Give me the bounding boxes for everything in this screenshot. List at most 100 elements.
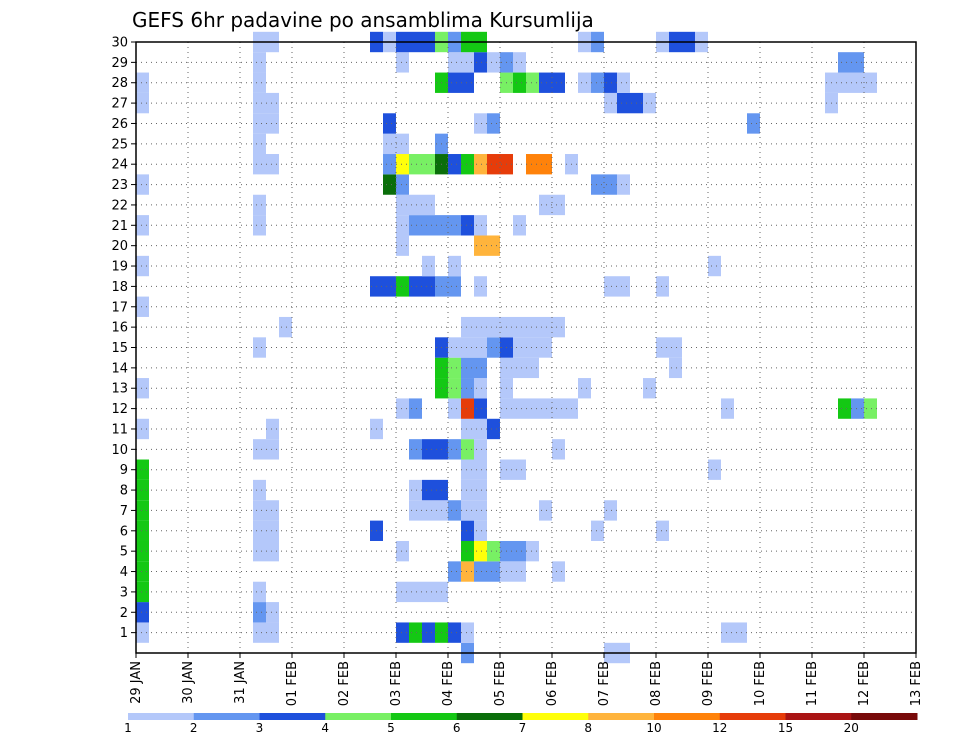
heatmap-cell bbox=[266, 602, 279, 623]
y-tick-label: 2 bbox=[120, 606, 128, 621]
heatmap-cell bbox=[461, 72, 474, 93]
heatmap-cell bbox=[708, 255, 721, 277]
heatmap-cell bbox=[513, 459, 526, 480]
colorbar-swatch bbox=[259, 713, 326, 720]
heatmap-cell bbox=[448, 337, 461, 358]
heatmap-cell bbox=[474, 52, 487, 73]
heatmap-cell bbox=[474, 378, 487, 399]
y-tick-label: 11 bbox=[111, 422, 128, 437]
heatmap-cell bbox=[136, 602, 149, 623]
heatmap-cell bbox=[136, 255, 149, 277]
y-tick-label: 9 bbox=[120, 463, 128, 478]
heatmap-cell bbox=[617, 72, 630, 93]
heatmap-cell bbox=[253, 113, 266, 134]
heatmap-cell bbox=[409, 276, 422, 297]
heatmap-cell bbox=[383, 113, 396, 134]
heatmap-cell bbox=[461, 316, 474, 338]
heatmap-cell bbox=[136, 296, 149, 317]
heatmap-cell bbox=[396, 235, 409, 256]
x-tick-label: 03 FEB bbox=[389, 661, 404, 706]
heatmap-cell bbox=[513, 72, 526, 93]
heatmap-cell bbox=[643, 378, 656, 399]
x-tick-label: 11 FEB bbox=[805, 661, 820, 706]
heatmap-cell bbox=[448, 561, 461, 582]
heatmap-cell bbox=[513, 540, 526, 562]
heatmap-cell bbox=[487, 113, 500, 134]
heatmap-cell bbox=[474, 276, 487, 297]
colorbar-label: 8 bbox=[584, 721, 592, 735]
y-tick-label: 20 bbox=[111, 239, 128, 254]
heatmap-cell bbox=[513, 52, 526, 73]
heatmap-cell bbox=[448, 439, 461, 460]
x-tick-label: 09 FEB bbox=[701, 661, 716, 706]
colorbar-label: 20 bbox=[844, 721, 859, 735]
y-tick-label: 8 bbox=[120, 484, 128, 499]
heatmap-cell bbox=[422, 215, 435, 236]
x-tick-label: 06 FEB bbox=[545, 661, 560, 706]
colorbar-swatch bbox=[654, 713, 721, 720]
heatmap-cell bbox=[409, 439, 422, 460]
heatmap-cell bbox=[396, 133, 409, 155]
colorbar-label: 10 bbox=[646, 721, 661, 735]
colorbar-label: 12 bbox=[712, 721, 727, 735]
y-tick-label: 18 bbox=[111, 280, 128, 295]
heatmap-cell bbox=[422, 194, 435, 216]
x-tick-label: 10 FEB bbox=[753, 661, 768, 706]
heatmap-cell bbox=[513, 337, 526, 358]
heatmap-cell bbox=[253, 52, 266, 73]
heatmap-cell bbox=[734, 622, 747, 643]
y-tick-label: 7 bbox=[120, 504, 128, 519]
heatmap-cell bbox=[383, 174, 396, 195]
heatmap-cell bbox=[396, 581, 409, 603]
heatmap-cell bbox=[396, 276, 409, 297]
heatmap-cell bbox=[266, 154, 279, 175]
heatmap-cell bbox=[136, 622, 149, 643]
y-tick-label: 17 bbox=[111, 300, 128, 315]
heatmap-cell bbox=[487, 154, 500, 175]
heatmap-cell bbox=[617, 276, 630, 297]
heatmap-cell bbox=[461, 418, 474, 440]
heatmap-cell bbox=[422, 276, 435, 297]
heatmap-cell bbox=[461, 540, 474, 562]
x-tick-label: 31 JAN bbox=[233, 661, 248, 704]
heatmap-cell bbox=[552, 439, 565, 460]
x-tick-label: 29 JAN bbox=[129, 661, 144, 704]
heatmap-cell bbox=[396, 398, 409, 419]
heatmap-cell bbox=[474, 154, 487, 175]
colorbar-swatch bbox=[325, 713, 392, 720]
heatmap-cell bbox=[396, 52, 409, 73]
heatmap-cell bbox=[851, 52, 864, 73]
y-tick-label: 29 bbox=[111, 56, 128, 71]
heatmap-cell bbox=[461, 439, 474, 460]
heatmap-cell bbox=[461, 561, 474, 582]
heatmap-cell bbox=[864, 72, 877, 93]
y-tick-label: 30 bbox=[111, 36, 128, 51]
colorbar-swatch bbox=[851, 713, 918, 720]
y-tick-label: 22 bbox=[111, 198, 128, 213]
colorbar-label: 6 bbox=[453, 721, 461, 735]
heatmap-cell bbox=[136, 174, 149, 195]
heatmap-cell bbox=[253, 500, 266, 521]
heatmap-cell bbox=[539, 500, 552, 521]
colorbar-label: 3 bbox=[256, 721, 264, 735]
heatmap-cell bbox=[448, 398, 461, 419]
heatmap-cell bbox=[279, 316, 292, 338]
heatmap-cell bbox=[552, 316, 565, 338]
y-tick-label: 4 bbox=[120, 565, 128, 580]
heatmap-cell bbox=[396, 215, 409, 236]
heatmap-cell bbox=[422, 500, 435, 521]
x-tick-label: 08 FEB bbox=[649, 661, 664, 706]
heatmap-cell bbox=[253, 622, 266, 643]
heatmap-cell bbox=[253, 154, 266, 175]
heatmap-cell bbox=[708, 459, 721, 480]
heatmap-cell bbox=[513, 316, 526, 338]
heatmap-cell bbox=[136, 215, 149, 236]
heatmap-cell bbox=[721, 398, 734, 419]
y-tick-label: 6 bbox=[120, 524, 128, 539]
heatmap-cell bbox=[474, 459, 487, 480]
heatmap-cell bbox=[253, 520, 266, 541]
x-tick-label: 02 FEB bbox=[337, 661, 352, 706]
colorbar-label: 1 bbox=[124, 721, 132, 735]
y-tick-label: 12 bbox=[111, 402, 128, 417]
heatmap-cell bbox=[474, 357, 487, 379]
